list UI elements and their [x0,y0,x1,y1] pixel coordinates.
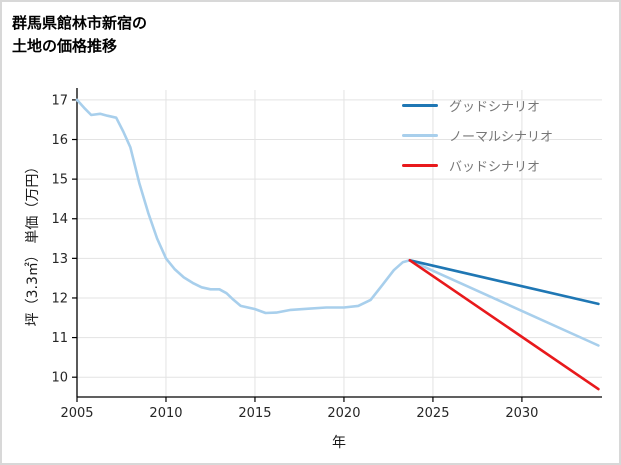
legend-item: ノーマルシナリオ [402,126,553,145]
chart-legend: グッドシナリオ ノーマルシナリオ バッドシナリオ [402,96,553,175]
x-tick-label: 2005 [60,406,93,421]
legend-label: グッドシナリオ [449,100,541,115]
chart-title: 群馬県館林市新宿の 土地の価格推移 [12,12,147,57]
series-line [408,258,600,391]
y-axis-label: 坪（3.3㎡） 単価（万円） [25,159,41,327]
chart-title-line1: 群馬県館林市新宿の [12,14,148,32]
chart-title-line2: 土地の価格推移 [12,36,118,55]
legend-label: ノーマルシナリオ [449,130,554,145]
legend-line-swatch [402,134,438,137]
y-tick-label: 14 [51,212,68,227]
legend-label: バッドシナリオ [449,160,541,175]
y-tick-label: 16 [51,133,68,148]
x-tick-label: 2020 [327,406,360,421]
legend-item: グッドシナリオ [402,96,553,115]
x-tick-label: 2030 [505,406,538,421]
x-tick-label: 2010 [149,406,182,421]
y-tick-label: 12 [51,291,68,306]
legend-item: バッドシナリオ [402,156,553,175]
series-line [408,258,600,306]
y-tick-label: 13 [51,252,68,267]
series-line [75,98,600,347]
legend-line-swatch [402,164,438,167]
legend-line-swatch [402,104,438,107]
y-tick-label: 11 [51,331,68,346]
y-tick-label: 15 [51,173,68,188]
y-tick-label: 17 [51,93,68,108]
x-tick-label: 2015 [238,406,271,421]
x-axis-label: 年 [332,435,346,451]
y-tick-label: 10 [51,371,68,386]
x-tick-label: 2025 [416,406,449,421]
